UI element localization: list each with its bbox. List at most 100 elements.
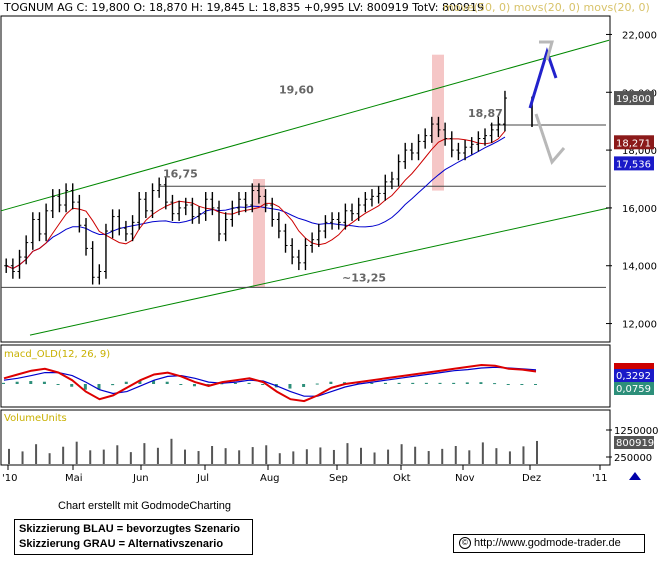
price-bar — [369, 189, 374, 207]
price-bar — [163, 177, 168, 210]
level-label-1675: 16,75 — [163, 168, 198, 181]
y-tick-label: 16,000 — [622, 204, 657, 215]
volume-bar — [251, 447, 254, 464]
macd-badge-bg — [614, 369, 654, 382]
legend-blue-label: Skizzierung BLAU = bevorzugtes Szenario — [19, 523, 240, 535]
price-bar — [443, 122, 448, 146]
x-tick-label: Jun — [132, 473, 149, 484]
volume-bar — [156, 447, 159, 464]
price-badge: 17,536 — [614, 156, 654, 171]
macd-histogram-bar — [70, 384, 74, 387]
macd-histogram-bar — [397, 382, 401, 384]
volume-bar — [116, 445, 119, 464]
price-bar — [256, 183, 261, 204]
volume-bar — [332, 449, 335, 464]
price-bar — [403, 142, 408, 169]
macd-badge-red — [614, 363, 654, 369]
price-bar — [177, 200, 182, 221]
price-bar — [223, 212, 228, 242]
level-label-1325: ~13,25 — [342, 272, 386, 285]
macd-histogram-bar — [493, 383, 497, 385]
macd-histogram-bar — [506, 384, 510, 385]
price-bar — [463, 139, 468, 161]
volume-bar — [319, 447, 322, 464]
volume-bar — [508, 451, 511, 464]
volume-bar — [75, 441, 78, 464]
macd-histogram-bar — [15, 381, 19, 384]
scenario-blue-arrow — [528, 47, 558, 109]
volume-layer: VolumeUnits 1250000 250000 800919 — [4, 413, 659, 464]
price-bar — [183, 197, 188, 216]
volume-bar — [360, 447, 362, 464]
level-label-1887: 18,87 — [468, 107, 503, 120]
price-bar — [356, 197, 361, 221]
x-tick-label: Nov — [455, 473, 475, 484]
price-bar — [263, 189, 268, 213]
price-bar — [416, 134, 421, 161]
volume-bar — [184, 449, 186, 464]
x-tick-label: Jul — [196, 473, 209, 484]
price-bar — [310, 232, 315, 253]
macd-histogram-bar — [124, 381, 128, 384]
macd-histogram-bar — [465, 382, 469, 384]
volume-bar — [35, 444, 38, 464]
price-layer: 19,60 18,87 16,75 ~13,25 — [0, 39, 610, 336]
price-bar — [57, 189, 62, 213]
price-bar — [449, 131, 454, 158]
price-bar — [250, 183, 255, 213]
volume-bar — [427, 451, 430, 464]
price-bar — [276, 212, 281, 239]
volume-bar — [536, 440, 538, 464]
volume-bar — [48, 453, 51, 464]
price-bar — [123, 220, 128, 242]
price-bar — [350, 203, 355, 221]
price-bar — [243, 192, 248, 213]
macd-histogram-bar — [97, 384, 101, 390]
macd-histogram-bar — [247, 382, 251, 384]
price-badge-bg — [614, 91, 654, 106]
price-bar — [343, 203, 348, 230]
price-bar — [469, 137, 474, 155]
macd-histogram-bar — [356, 382, 360, 384]
price-bar — [296, 249, 301, 271]
trend-channel-upper — [0, 39, 610, 212]
macd-histogram-bar — [438, 382, 442, 384]
volume-bar — [522, 446, 525, 464]
price-bar — [236, 192, 241, 216]
price-badge: 19,800 — [614, 91, 654, 106]
volume-bar — [495, 448, 498, 464]
price-bar — [496, 116, 501, 138]
volume-badge-bg — [614, 436, 654, 449]
price-bar — [90, 241, 95, 285]
x-tick-label: Sep — [329, 473, 348, 484]
price-bar — [436, 116, 441, 138]
price-bar — [170, 194, 175, 221]
volume-bar — [373, 452, 376, 464]
macd-histogram-bar — [2, 382, 5, 384]
price-badge-value: 17,536 — [616, 159, 651, 170]
price-bar — [197, 206, 202, 224]
volume-bar — [292, 451, 295, 464]
price-bar — [290, 238, 295, 265]
macd-histogram-bar — [220, 383, 224, 385]
axis-dropdown-icon[interactable] — [611, 465, 659, 483]
volume-bar — [400, 444, 403, 464]
macd-histogram-bar — [383, 382, 387, 384]
macd-histogram-bar — [261, 384, 265, 385]
macd-histogram-bar — [138, 380, 142, 384]
macd-title: macd_OLD(12, 26, 9) — [4, 349, 110, 360]
volume-bar — [8, 448, 10, 464]
scenario-legend: Skizzierung BLAU = bevorzugtes Szenario … — [14, 519, 253, 555]
chart-caption: Chart erstellt mit GodmodeCharting — [58, 500, 232, 512]
scenario-gray-arrow — [534, 40, 566, 165]
volume-bar — [170, 438, 173, 464]
price-bar — [336, 212, 341, 230]
volume-badge-value: 800919 — [616, 438, 654, 449]
volume-bar — [468, 450, 471, 464]
macd-histogram-bar — [411, 382, 415, 384]
x-tick-label: '10 — [2, 473, 17, 484]
price-bar — [396, 154, 401, 187]
source-url[interactable]: http://www.godmode-trader.de — [474, 537, 621, 549]
source-url-box[interactable]: © http://www.godmode-trader.de — [453, 534, 645, 553]
